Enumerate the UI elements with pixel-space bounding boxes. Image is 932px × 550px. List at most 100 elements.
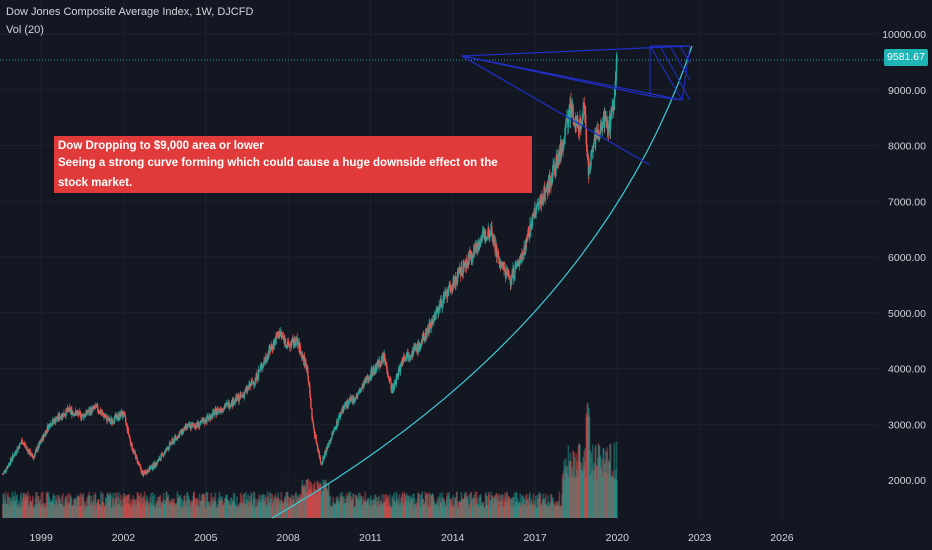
candle-body [404, 357, 406, 360]
candle-body [311, 418, 314, 422]
volume-bar [13, 495, 15, 518]
volume-bar [455, 500, 457, 518]
volume-bar [543, 499, 545, 518]
candle-body [353, 399, 355, 403]
volume-bar [545, 505, 548, 518]
candle-body [243, 392, 246, 397]
candle-body [562, 144, 564, 152]
volume-bar [567, 445, 570, 518]
volume-bar [56, 494, 58, 518]
volume-bar [491, 496, 493, 518]
candle-body [157, 459, 160, 462]
candle-body [537, 203, 540, 206]
volume-bar [511, 497, 514, 518]
volume-bar [214, 492, 217, 518]
volume-bar [417, 493, 420, 518]
volume-bar [277, 497, 280, 518]
candle-body [285, 344, 287, 348]
candle-body [453, 277, 455, 283]
candle-body [357, 391, 360, 395]
volume-bar [175, 502, 178, 518]
volume-bar [414, 504, 417, 518]
volume-bar [158, 496, 160, 518]
candle-body [569, 99, 572, 120]
volume-bar [32, 495, 34, 518]
volume-bar [529, 505, 532, 518]
volume-bar [141, 497, 144, 518]
volume-bar [349, 502, 351, 518]
volume-bar [507, 501, 510, 518]
candle-body [214, 412, 216, 416]
candle-body [360, 388, 363, 390]
candle-body [9, 458, 12, 464]
candle-body [171, 439, 173, 444]
candle-body [443, 295, 446, 300]
volume-bar [191, 502, 193, 518]
candle-body [552, 164, 554, 171]
volume-bar [178, 497, 180, 518]
volume-bar [421, 491, 424, 518]
candle-body [263, 360, 265, 366]
candle-body [174, 436, 176, 438]
volume-bar [11, 497, 14, 518]
volume-bar [102, 493, 104, 518]
candle-body [510, 281, 512, 285]
volume-bar [132, 495, 134, 518]
volume-bar [195, 500, 197, 518]
candle-body [406, 353, 408, 358]
volume-bar [165, 491, 168, 518]
volume-bar [340, 498, 343, 518]
volume-bar [332, 496, 334, 518]
volume-bar [38, 501, 41, 518]
volume-bar [59, 504, 62, 518]
candle-body [461, 266, 463, 274]
candle-body [343, 405, 346, 407]
candle-body [582, 104, 585, 108]
volume-bar [284, 498, 287, 518]
volume-bar [217, 507, 219, 518]
volume-bar [601, 477, 604, 518]
volume-bar [572, 450, 574, 518]
candle-body [405, 357, 408, 360]
volume-bar [361, 504, 363, 518]
candle-body [30, 455, 32, 457]
candle-body [116, 414, 118, 419]
volume-bar [196, 504, 198, 518]
volume-bar [357, 496, 359, 518]
volume-bar [32, 506, 35, 518]
candle-body [65, 408, 68, 411]
volume-bar [472, 498, 475, 518]
volume-bar [378, 496, 380, 518]
price-candles [2, 51, 618, 478]
candle-body [429, 324, 432, 328]
volume-bar [128, 504, 130, 518]
y-tick-label: 9000.00 [888, 85, 926, 97]
volume-bar [497, 502, 500, 518]
volume-bar [343, 495, 345, 518]
candle-body [5, 468, 8, 471]
volume-bar [246, 504, 248, 518]
volume-bar [469, 503, 472, 518]
volume-bar [314, 490, 316, 518]
volume-bar [419, 494, 422, 518]
candle-body [21, 440, 23, 444]
volume-bar [200, 495, 203, 518]
volume-bar [355, 495, 358, 518]
candle-body [320, 461, 322, 464]
volume-bar [7, 492, 9, 518]
candle-body [335, 427, 337, 430]
volume-bar [156, 500, 158, 518]
candle-body [512, 267, 515, 279]
candle-body [291, 340, 293, 344]
candle-body [16, 448, 18, 454]
volume-bar [250, 494, 253, 518]
volume-bar [300, 497, 303, 518]
candle-body [160, 453, 163, 456]
candle-body [309, 394, 312, 399]
volume-bar [605, 473, 608, 518]
volume-bar [453, 505, 455, 518]
volume-bar [24, 501, 26, 518]
volume-bar [616, 479, 618, 518]
candle-body [307, 375, 309, 381]
volume-bar [504, 497, 507, 518]
